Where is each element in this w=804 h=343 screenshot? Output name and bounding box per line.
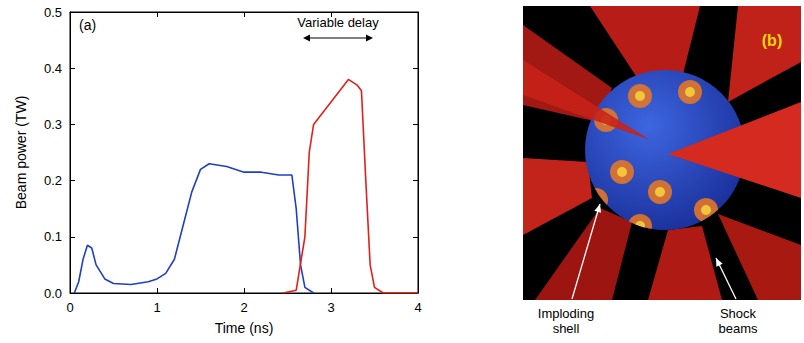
svg-text:0.2: 0.2	[44, 173, 62, 188]
svg-text:(b): (b)	[762, 32, 782, 49]
svg-text:0.4: 0.4	[44, 61, 62, 76]
svg-text:3: 3	[327, 300, 334, 315]
svg-text:(a): (a)	[79, 17, 96, 33]
svg-text:2: 2	[240, 300, 247, 315]
svg-text:4: 4	[414, 300, 421, 315]
svg-text:0: 0	[66, 300, 73, 315]
svg-text:Beam power (TW): Beam power (TW)	[13, 96, 29, 210]
svg-text:0.5: 0.5	[44, 5, 62, 20]
svg-text:0.1: 0.1	[44, 229, 62, 244]
svg-text:Variable delay: Variable delay	[297, 15, 379, 30]
svg-text:1: 1	[153, 300, 160, 315]
svg-text:0.0: 0.0	[44, 286, 62, 301]
svg-text:Time (ns): Time (ns)	[215, 320, 274, 336]
svg-text:Implodingshell: Implodingshell	[538, 306, 594, 336]
svg-text:0.3: 0.3	[44, 117, 62, 132]
svg-text:Shockbeams: Shockbeams	[718, 306, 758, 336]
